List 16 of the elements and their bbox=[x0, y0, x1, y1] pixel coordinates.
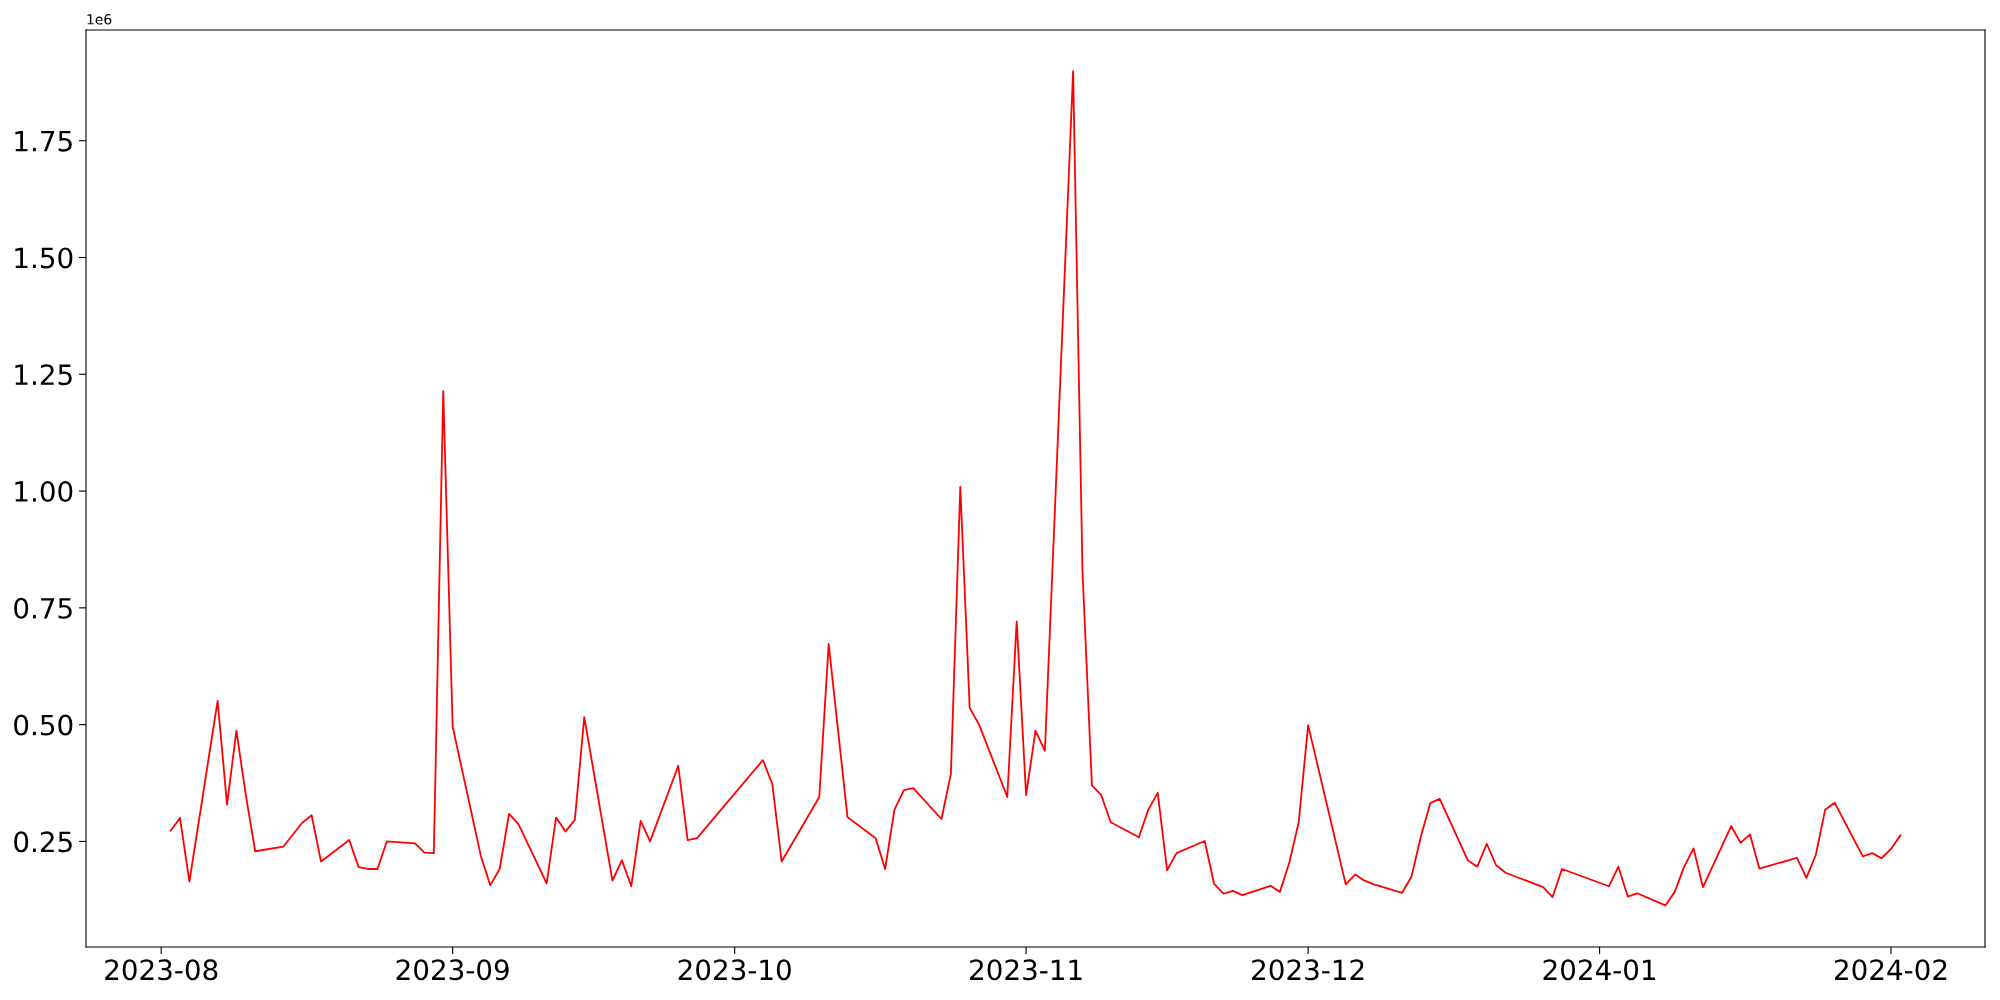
y-tick-label: 0.50 bbox=[14, 714, 73, 736]
text: 1e6 bbox=[87, 14, 112, 25]
x-tick-label: 2024-02 bbox=[1834, 959, 1947, 981]
y-tick-label: 0.25 bbox=[14, 831, 72, 853]
x-tick-label: 2023-11 bbox=[970, 959, 1082, 981]
y-tick-label: 1.00 bbox=[15, 481, 73, 503]
x-tick-label: 2023-08 bbox=[105, 959, 218, 981]
x-tick-label: 2023-12 bbox=[1252, 959, 1364, 981]
y-tick-label: 1.50 bbox=[15, 247, 73, 269]
line-series bbox=[169, 70, 1902, 907]
x-tick-label: 2023-10 bbox=[678, 959, 791, 981]
y-tick-label: 1.25 bbox=[15, 364, 72, 386]
y-tick-label: 1.75 bbox=[15, 131, 72, 152]
x-tick-label: 2023-09 bbox=[396, 959, 509, 981]
x-tick-label: 2024-01 bbox=[1543, 959, 1656, 981]
y-tick-label: 0.75 bbox=[14, 597, 72, 619]
